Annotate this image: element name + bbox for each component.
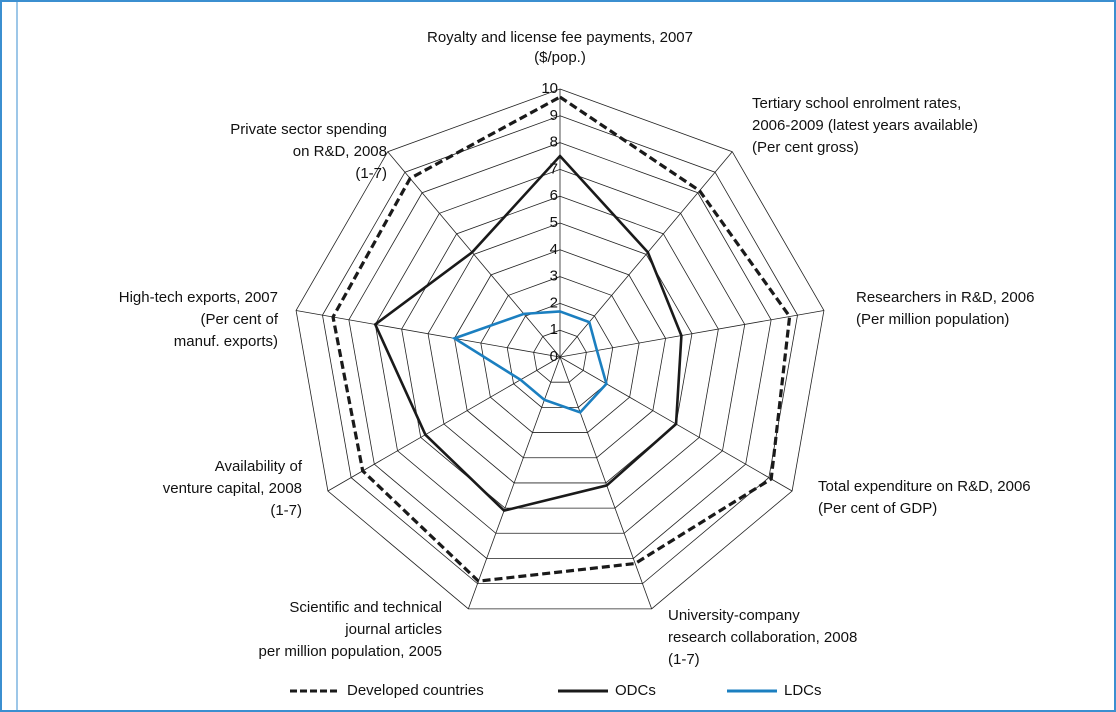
spoke: [387, 151, 561, 358]
axis-label: research collaboration, 2008: [668, 629, 857, 646]
axis-label: ($/pop.): [534, 49, 586, 66]
grid-ring: [480, 276, 640, 433]
inner-frame: [16, 0, 1116, 712]
legend-label: Developed countries: [347, 682, 484, 699]
axis-label: (Per cent of GDP): [818, 500, 937, 517]
axis-label: (Per cent of: [200, 311, 278, 328]
r-tick-label: 8: [550, 134, 558, 151]
axis-label: venture capital, 2008: [163, 480, 302, 497]
axis-label: per million population, 2005: [259, 643, 442, 660]
legend-label: ODCs: [615, 682, 656, 699]
axis-label: journal articles: [344, 621, 442, 638]
axis-label: Tertiary school enrolment rates,: [752, 95, 961, 112]
axis-label: 2006-2009 (latest years available): [752, 117, 978, 134]
r-tick-label: 1: [550, 321, 558, 338]
r-tick-label: 0: [550, 348, 558, 365]
r-tick-label: 9: [550, 107, 558, 124]
grid-ring: [401, 195, 719, 509]
axis-label: manuf. exports): [174, 333, 278, 350]
series-line: [451, 310, 608, 414]
grid-ring: [533, 329, 587, 383]
axis-label: (1-7): [355, 165, 387, 182]
r-tick-label: 7: [550, 160, 558, 177]
spoke: [296, 310, 561, 358]
r-tick-label: 10: [541, 80, 558, 97]
grid-ring: [454, 249, 666, 459]
axis-label: Royalty and license fee payments, 2007: [427, 29, 693, 46]
r-tick-label: 3: [550, 268, 558, 285]
axis-label: (Per cent gross): [752, 139, 859, 156]
axis-label: Availability of: [215, 458, 303, 475]
series-line: [331, 95, 792, 583]
spoke: [559, 356, 653, 609]
axis-label: (Per million population): [856, 311, 1009, 328]
grid-ring: [506, 302, 614, 408]
grid-ring: [348, 142, 772, 559]
axis-label: Researchers in R&D, 2006: [856, 289, 1034, 306]
legend-label: LDCs: [784, 682, 822, 699]
r-tick-label: 4: [550, 241, 558, 258]
grid-ring: [374, 168, 746, 534]
r-tick-label: 5: [550, 214, 558, 231]
r-tick-label: 6: [550, 187, 558, 204]
r-tick-label: 2: [550, 294, 558, 311]
spoke: [559, 310, 824, 358]
grid-ring: [295, 88, 825, 610]
axis-label: Private sector spending: [230, 121, 387, 138]
axis-label: Total expenditure on R&D, 2006: [818, 478, 1031, 495]
axis-label: (1-7): [668, 651, 700, 668]
axis-label: High-tech exports, 2007: [119, 289, 278, 306]
series-line: [373, 154, 683, 513]
axis-label: on R&D, 2008: [293, 143, 387, 160]
axis-label: University-company: [668, 607, 800, 624]
grid-ring: [322, 115, 798, 585]
axis-label: (1-7): [270, 502, 302, 519]
axis-label: Scientific and technical: [289, 599, 442, 616]
grid-ring: [427, 222, 693, 484]
